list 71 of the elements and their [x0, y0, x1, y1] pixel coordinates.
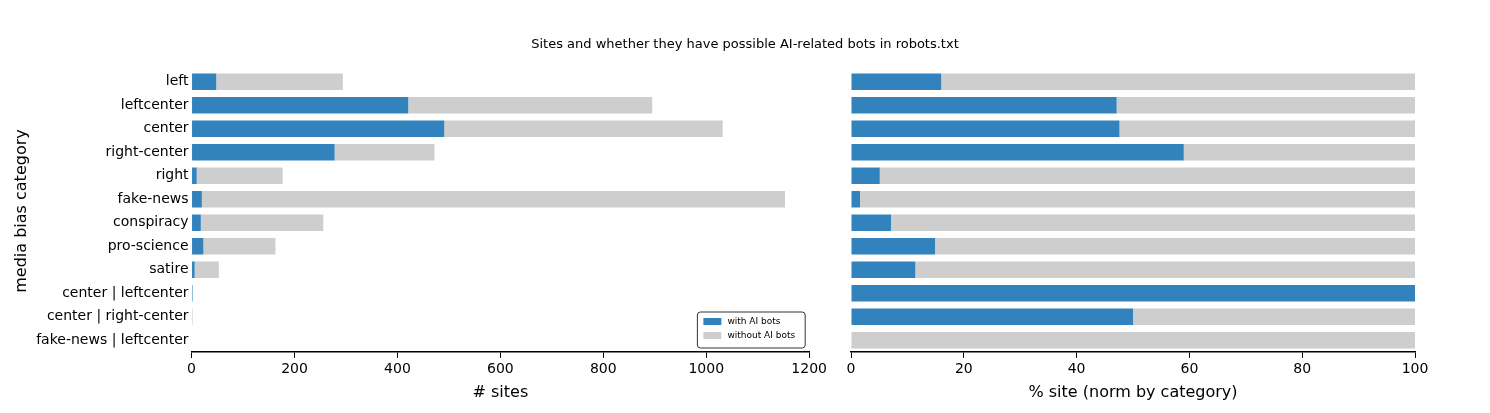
bar [851, 214, 892, 231]
bar [201, 191, 785, 208]
bar [408, 97, 653, 114]
bar [851, 238, 936, 255]
bar [860, 191, 1415, 208]
bar [1133, 308, 1415, 325]
bar [192, 73, 217, 90]
bar [851, 97, 1117, 114]
x-tick-label: 200 [281, 360, 308, 377]
y-tick-label: right [155, 166, 190, 183]
bar [941, 73, 1415, 90]
bar [203, 238, 276, 255]
bar [851, 261, 916, 278]
bar [851, 167, 880, 184]
bar [192, 214, 201, 231]
y-tick-label: center | leftcenter [62, 283, 189, 301]
x-tick-label: 0 [846, 360, 856, 377]
bar [192, 261, 195, 278]
bar [851, 73, 942, 90]
legend-label: without AI bots [727, 330, 796, 341]
legend-label: with AI bots [727, 316, 781, 327]
bar [879, 167, 1415, 184]
y-tick-label: satire [149, 260, 189, 277]
bar [216, 73, 343, 90]
y-tick-label: conspiracy [113, 213, 189, 230]
bar [444, 120, 723, 137]
x-tick-label: 0 [187, 360, 197, 377]
bar [192, 167, 197, 184]
x-tick-label: 1200 [791, 360, 828, 377]
bar [891, 214, 1415, 231]
x-tick-label: 60 [1180, 360, 1199, 377]
x-axis-title: % site (norm by category) [1028, 381, 1238, 401]
y-tick-label: leftcenter [120, 95, 189, 112]
bar [192, 238, 204, 255]
y-axis-title: media bias category [10, 129, 30, 293]
y-tick-label: center | right-center [46, 307, 189, 325]
x-tick-label: 40 [1067, 360, 1086, 377]
bar [192, 144, 335, 161]
y-tick-label: center [143, 119, 189, 136]
bar [851, 144, 1184, 161]
bar [851, 285, 1415, 302]
bar [194, 261, 219, 278]
bar [192, 97, 409, 114]
x-tick-label: 1000 [688, 360, 725, 377]
bar [200, 214, 324, 231]
y-tick-label: right-center [105, 142, 189, 159]
bar [1119, 120, 1415, 137]
y-tick-label: fake-news | leftcenter [36, 330, 189, 348]
chart-title: Sites and whether they have possible AI-related bots in robots.txt [530, 36, 960, 51]
x-tick-label: 20 [954, 360, 973, 377]
bar [1183, 144, 1415, 161]
bar [192, 120, 445, 137]
x-tick-label: 400 [384, 360, 411, 377]
bar [851, 308, 1133, 325]
bar [935, 238, 1415, 255]
bar [196, 167, 283, 184]
y-tick-label: pro-science [107, 236, 189, 253]
bar [192, 191, 202, 208]
x-axis-title: # sites [472, 381, 529, 401]
y-tick-label: fake-news [117, 189, 189, 206]
bar [915, 261, 1415, 278]
x-tick-label: 100 [1401, 360, 1429, 377]
y-tick-label: left [165, 72, 190, 89]
bar [851, 332, 1415, 349]
x-tick-label: 600 [487, 360, 514, 377]
x-tick-label: 800 [589, 360, 617, 377]
bar [851, 120, 1120, 137]
bar [334, 144, 435, 161]
x-tick-label: 80 [1293, 360, 1312, 377]
bar [1116, 97, 1415, 114]
bar [851, 191, 861, 208]
